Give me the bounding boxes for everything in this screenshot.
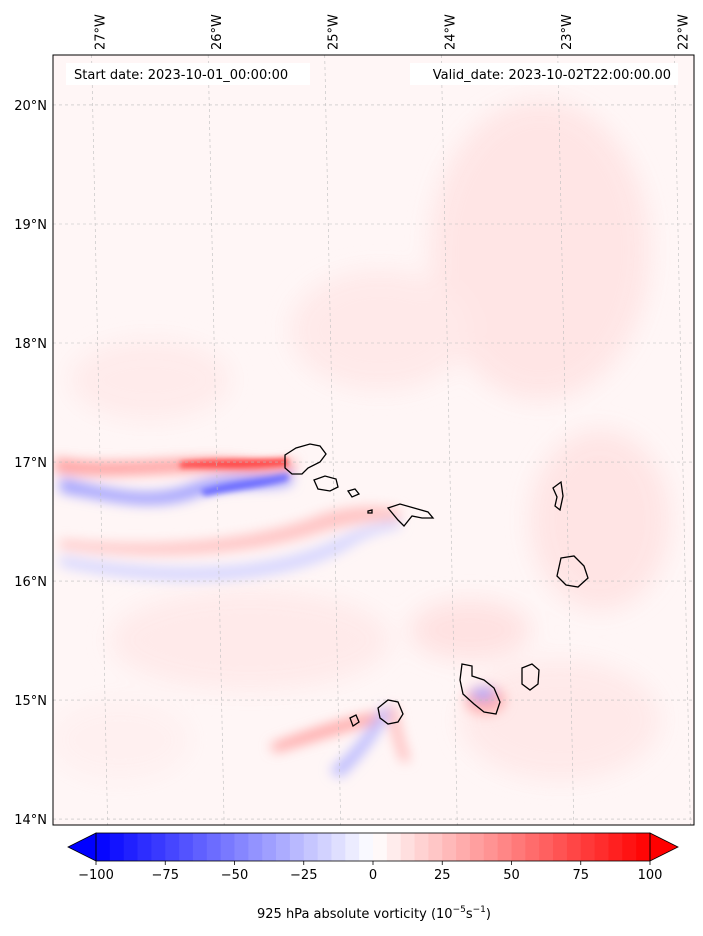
colorbar-segment: [289, 833, 305, 861]
island-maio: [521, 663, 540, 691]
island-santiago: [459, 663, 501, 715]
colorbar-tick-label: −25: [290, 868, 317, 883]
gridline-lon: [557, 55, 575, 825]
colorbar-segment: [539, 833, 554, 861]
colorbar-segment: [511, 833, 526, 861]
colorbar-segment: [359, 833, 374, 861]
island-fogo: [377, 699, 404, 725]
colorbar-segment: [373, 833, 388, 861]
latitude-tick-labels: 20°N 19°N 18°N 17°N 16°N 15°N 14°N: [14, 99, 47, 828]
colorbar-segment: [192, 833, 208, 861]
longitude-tick-label: 25°W: [327, 14, 342, 50]
island-branco: [367, 509, 373, 514]
colorbar-segment: [331, 833, 346, 861]
colorbar-segment: [442, 833, 457, 861]
colorbar-segment: [566, 833, 582, 861]
latitude-tick-label: 19°N: [14, 218, 47, 233]
gridline-lon: [440, 55, 458, 825]
colorbar: [67, 832, 679, 862]
latitude-tick-label: 17°N: [14, 456, 47, 471]
latitude-tick-label: 15°N: [14, 694, 47, 709]
latitude-tick-label: 16°N: [14, 575, 47, 590]
colorbar-segment: [345, 833, 360, 861]
colorbar-tick-label: 75: [572, 868, 589, 883]
colorbar-segment: [414, 833, 429, 861]
latitude-tick-label: 18°N: [14, 337, 47, 352]
colorbar-segment: [220, 833, 235, 861]
island-santo-antao: [284, 443, 327, 475]
colorbar-segment: [137, 833, 152, 861]
colorbar-tick-label: −100: [78, 868, 114, 883]
colorbar-segment: [525, 833, 540, 861]
colorbar-segment: [165, 833, 180, 861]
latitude-tick-label: 14°N: [14, 813, 47, 828]
colorbar-segment: [276, 833, 291, 861]
longitude-tick-labels: 27°W 26°W 25°W 24°W 23°W 22°W: [94, 14, 692, 50]
colorbar-segment: [123, 833, 139, 861]
colorbar-label: 925 hPa absolute vorticity (10−5s−1): [257, 905, 491, 922]
colorbar-segment: [456, 833, 471, 861]
valid-date-label: Valid_date: 2023-10-02T22:00:00.00: [433, 68, 671, 83]
colorbar-tick-label: 0: [369, 868, 377, 883]
colorbar-tick-label: 25: [434, 868, 451, 883]
gridline-lon: [674, 55, 691, 825]
colorbar-segment: [428, 833, 443, 861]
island-outlines: [284, 443, 589, 727]
longitude-tick-label: 23°W: [560, 14, 575, 50]
colorbar-max-extend: [649, 832, 679, 862]
colorbar-segment: [608, 833, 623, 861]
longitude-tick-label: 22°W: [676, 14, 691, 50]
colorbar-segment: [179, 833, 194, 861]
island-santa-luzia: [346, 488, 361, 498]
longitude-tick-label: 27°W: [94, 14, 109, 50]
start-date-label: Start date: 2023-10-01_00:00:00: [74, 68, 288, 83]
colorbar-segment: [594, 833, 609, 861]
colorbar-tick-label: −50: [221, 868, 248, 883]
vorticity-field: [53, 55, 694, 825]
gridline-lon: [207, 55, 225, 825]
colorbar-segment: [109, 833, 125, 861]
colorbar-tick-labels: −100 −75 −50 −25 0 25 50 75 100: [78, 861, 662, 883]
island-brava: [349, 714, 360, 727]
colorbar-segment: [497, 833, 512, 861]
colorbar-segment: [636, 833, 651, 861]
island-sao-nicolau: [386, 503, 435, 527]
colorbar-tick-label: 100: [638, 868, 663, 883]
gridline-lon: [91, 55, 108, 825]
longitude-tick-label: 26°W: [210, 14, 225, 50]
colorbar-segment: [483, 833, 499, 861]
colorbar-segment: [206, 833, 222, 861]
longitude-tick-label: 24°W: [443, 14, 458, 50]
map-frame: [52, 54, 695, 826]
colorbar-segment: [386, 833, 402, 861]
colorbar-segment: [248, 833, 263, 861]
colorbar-segment: [580, 833, 596, 861]
island-sal: [552, 480, 564, 512]
colorbar-segment: [622, 833, 637, 861]
colorbar-tick-label: −75: [152, 868, 179, 883]
gridline-lon: [324, 55, 342, 825]
colorbar-segment: [400, 833, 416, 861]
island-boa-vista: [556, 555, 589, 588]
colorbar-segment: [303, 833, 319, 861]
colorbar-segment: [234, 833, 249, 861]
island-sao-vicente: [313, 475, 339, 492]
colorbar-segment: [262, 833, 277, 861]
valid-date-box: [410, 63, 678, 85]
colorbar-segment: [317, 833, 332, 861]
colorbar-segment: [151, 833, 166, 861]
colorbar-min-extend: [67, 832, 97, 862]
start-date-box: [66, 63, 310, 85]
colorbar-tick-label: 50: [503, 868, 520, 883]
colorbar-segment: [553, 833, 568, 861]
colorbar-segment: [96, 833, 111, 861]
colorbar-segment: [469, 833, 485, 861]
latitude-tick-label: 20°N: [14, 99, 47, 114]
map-gridlines: [53, 55, 694, 825]
